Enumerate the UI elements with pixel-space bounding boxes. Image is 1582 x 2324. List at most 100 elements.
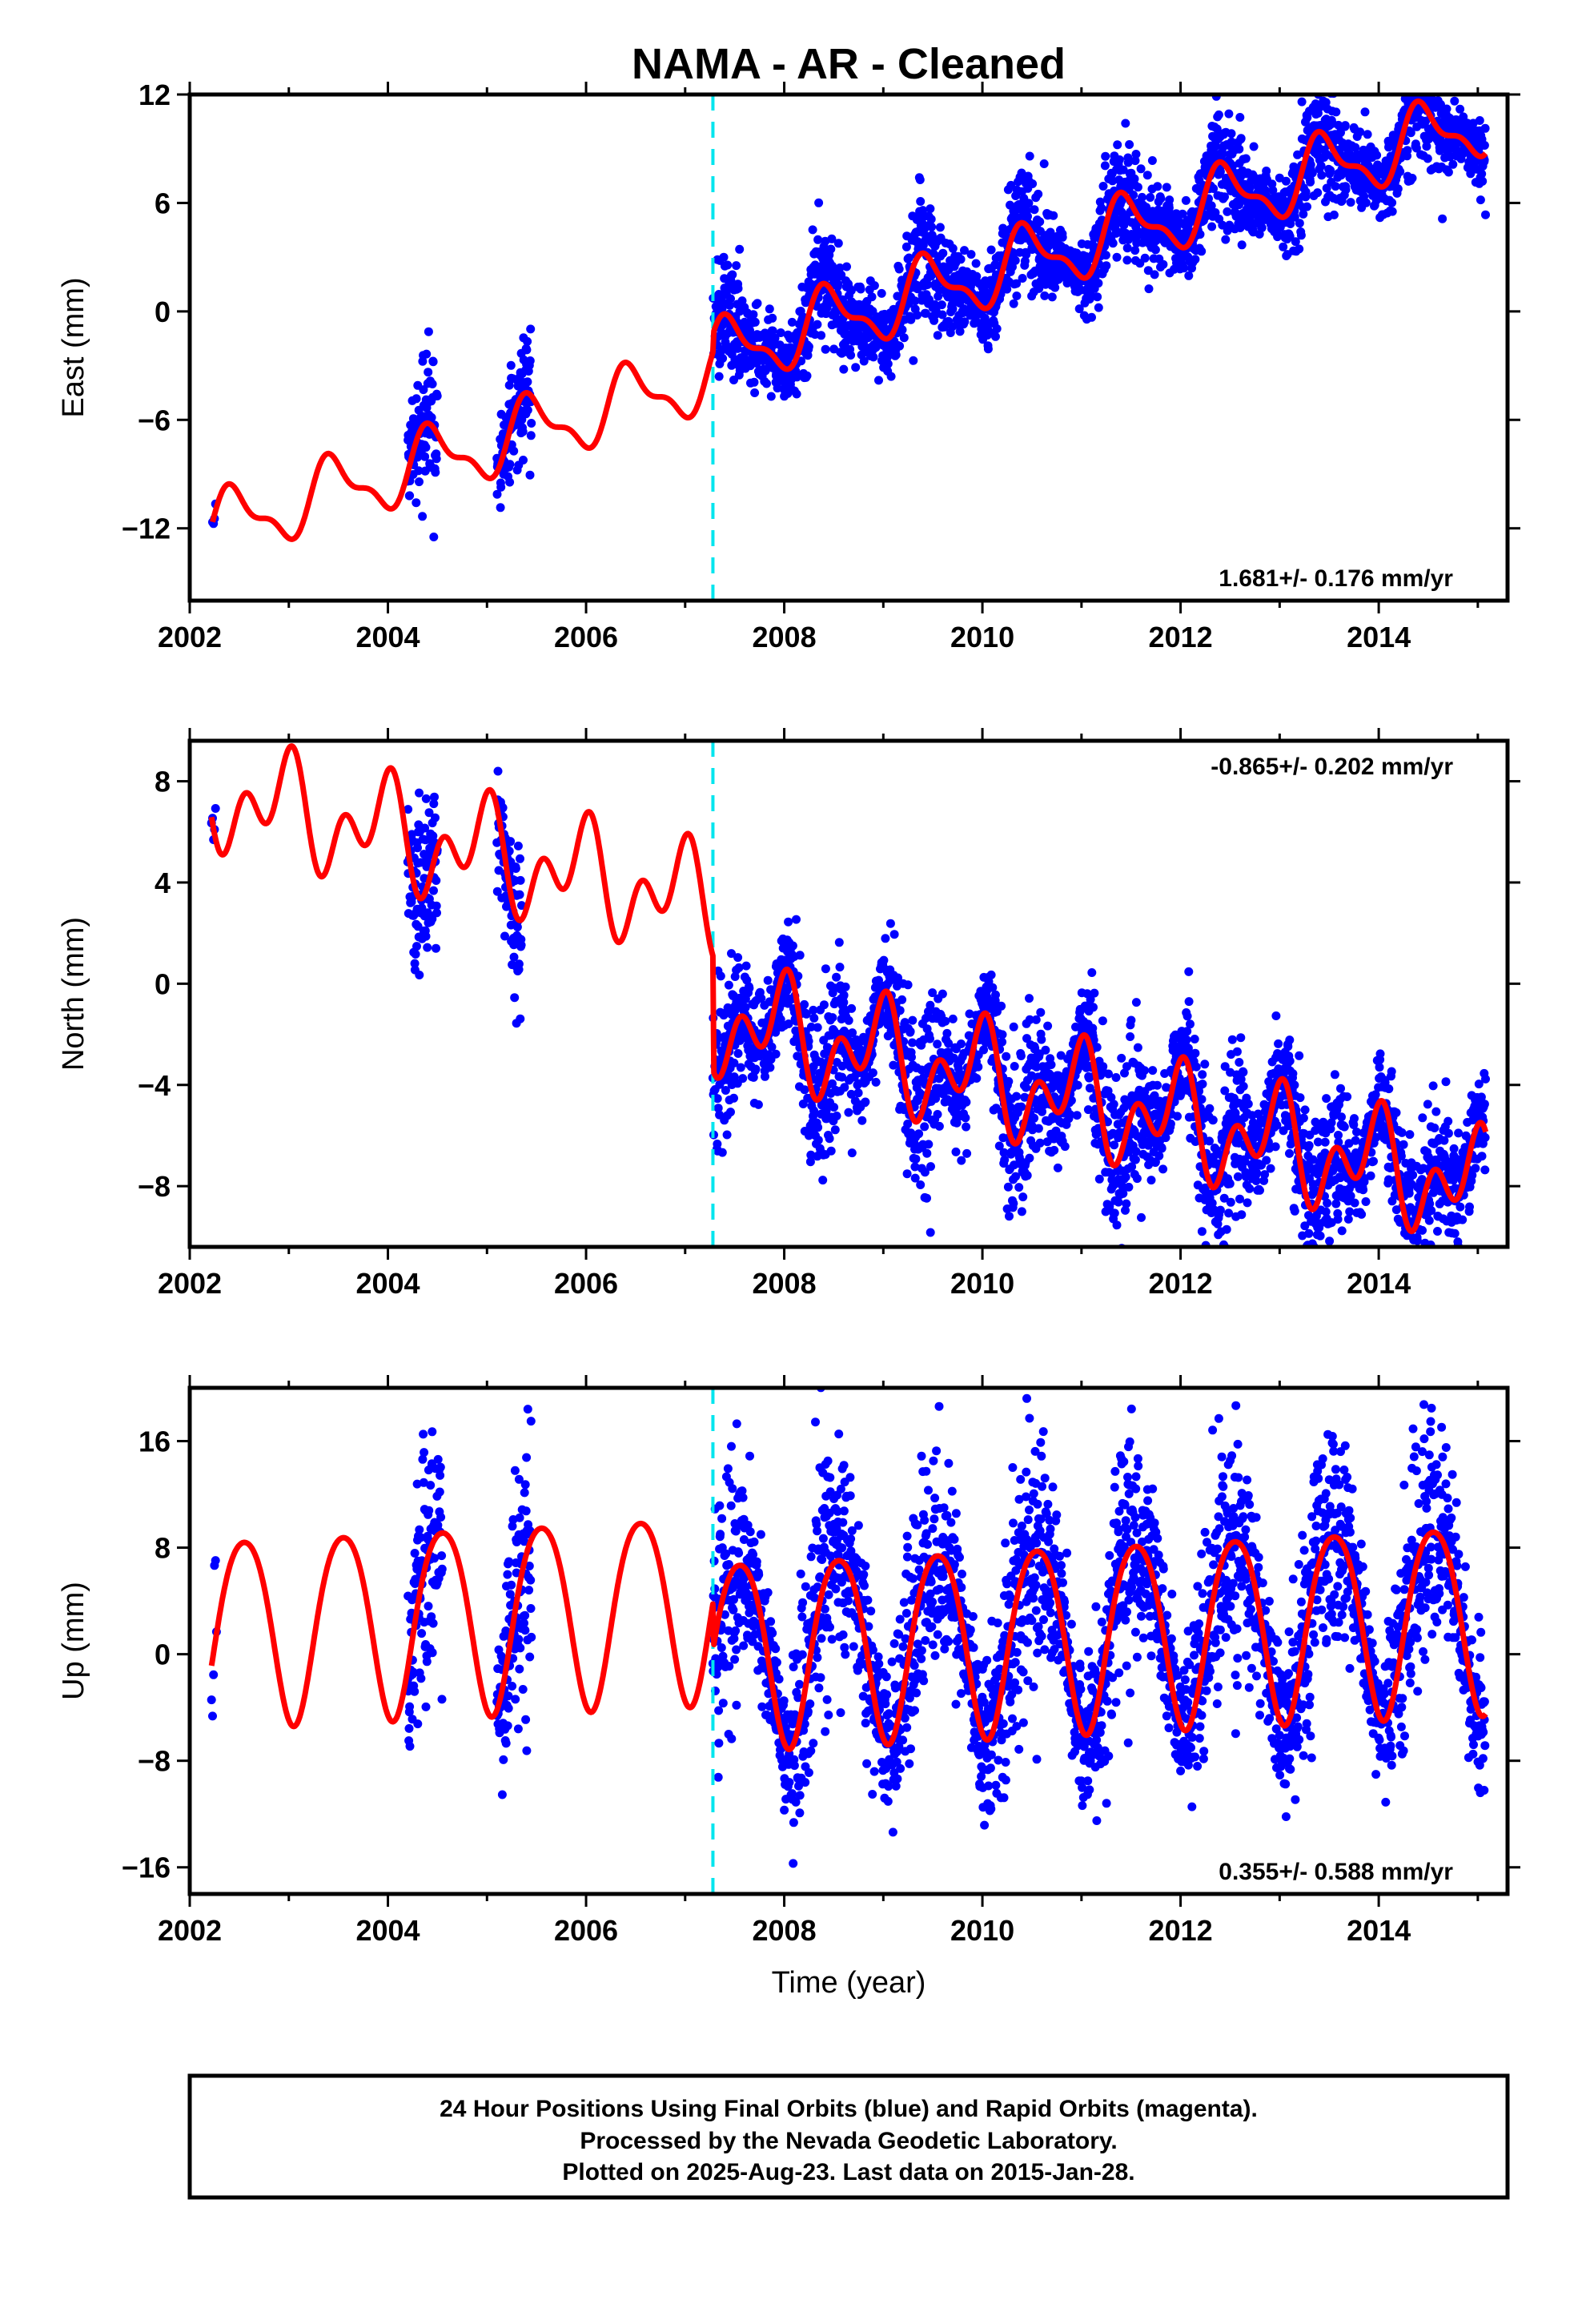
data-point — [1017, 1207, 1026, 1216]
data-point — [1178, 209, 1187, 219]
data-point — [1094, 279, 1103, 288]
data-point — [916, 197, 926, 206]
data-point — [827, 234, 837, 243]
data-point — [509, 446, 519, 456]
data-point — [732, 261, 741, 271]
data-point — [902, 1169, 912, 1179]
data-point — [960, 246, 969, 255]
data-point — [1327, 65, 1335, 74]
data-point — [523, 336, 532, 346]
data-point — [1150, 245, 1160, 255]
data-point — [1129, 191, 1138, 199]
data-point — [1407, 174, 1417, 183]
data-point — [941, 1016, 950, 1026]
data-point — [832, 1112, 841, 1120]
data-point — [1072, 1111, 1082, 1120]
data-point — [432, 908, 441, 918]
data-point — [1372, 151, 1382, 160]
data-point — [1121, 1172, 1130, 1182]
data-point — [1087, 312, 1096, 322]
data-point — [915, 175, 925, 184]
data-point — [763, 975, 773, 985]
data-point — [881, 934, 890, 943]
data-point — [1074, 304, 1084, 314]
y-tick-label: 6 — [155, 187, 171, 219]
data-point — [505, 460, 515, 469]
data-point — [923, 279, 933, 289]
data-point — [1018, 274, 1027, 283]
data-point — [516, 1014, 525, 1023]
data-point — [1281, 176, 1291, 186]
data-point — [718, 354, 728, 363]
data-point — [516, 940, 526, 950]
data-point — [1400, 53, 1409, 62]
data-point — [1050, 283, 1060, 292]
y-tick-label: 12 — [139, 78, 171, 111]
data-point — [813, 1136, 823, 1145]
data-point — [428, 357, 438, 367]
data-point — [1022, 250, 1031, 259]
data-point — [1243, 1100, 1253, 1108]
data-point — [966, 250, 976, 259]
data-point — [951, 1147, 961, 1156]
data-point — [722, 1130, 732, 1140]
data-point — [916, 1180, 926, 1189]
data-point — [861, 1097, 870, 1107]
data-point — [1162, 183, 1171, 192]
data-point — [431, 813, 440, 822]
data-point — [1340, 121, 1350, 131]
data-point — [1403, 146, 1412, 155]
data-point — [1022, 1171, 1032, 1180]
data-point — [1010, 1062, 1019, 1071]
data-point — [519, 456, 528, 464]
data-point — [525, 470, 535, 480]
data-point — [1423, 70, 1432, 79]
data-point — [415, 788, 424, 798]
data-point — [496, 482, 506, 492]
data-point — [894, 264, 904, 274]
data-point — [1092, 1043, 1102, 1052]
data-point — [762, 379, 771, 388]
data-point — [1130, 1155, 1140, 1164]
data-point — [792, 915, 801, 924]
data-point — [817, 331, 826, 340]
data-point — [1361, 198, 1371, 207]
data-point — [1058, 232, 1067, 242]
data-point — [1184, 271, 1194, 280]
data-point — [776, 328, 785, 337]
data-point — [1100, 161, 1110, 171]
data-point — [907, 1052, 916, 1062]
data-point — [924, 1140, 934, 1149]
data-point — [1219, 1248, 1227, 1256]
data-point — [1456, 104, 1465, 114]
data-point — [1219, 82, 1228, 90]
data-point — [983, 344, 993, 354]
data-point — [412, 942, 421, 951]
data-point — [1329, 210, 1339, 219]
data-point — [1097, 203, 1106, 213]
data-point — [1148, 1066, 1158, 1076]
data-point — [1114, 155, 1124, 164]
data-point — [844, 1108, 853, 1117]
data-point — [1088, 1023, 1098, 1033]
data-point — [1442, 104, 1452, 114]
data-point — [1102, 261, 1111, 271]
x-tick-label: 2006 — [554, 621, 618, 653]
data-point — [1040, 291, 1050, 300]
data-point — [1098, 1062, 1108, 1072]
x-tick-label: 2004 — [355, 621, 420, 653]
data-point — [1182, 1011, 1192, 1021]
data-point — [1123, 158, 1133, 167]
data-point — [525, 356, 535, 365]
data-points-north — [207, 766, 1490, 1256]
data-point — [1227, 129, 1236, 139]
data-point — [768, 326, 777, 336]
data-point — [926, 271, 936, 281]
data-point — [429, 533, 439, 541]
data-point — [1126, 1015, 1136, 1025]
data-point — [859, 356, 869, 366]
data-point — [927, 222, 937, 231]
data-point — [1049, 211, 1058, 220]
data-point — [733, 1049, 743, 1058]
